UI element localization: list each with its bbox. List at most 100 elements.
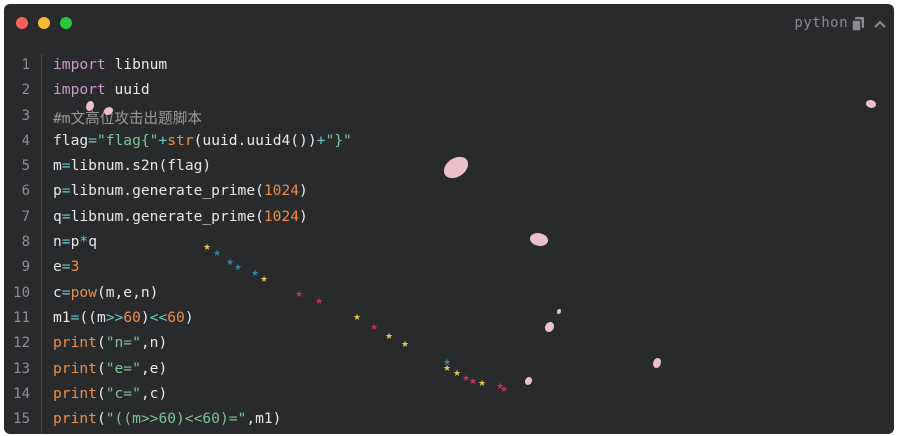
code-token: = (61, 207, 71, 225)
star-decoration: ★ (462, 374, 471, 384)
close-dot-icon (16, 17, 28, 29)
language-label: python (794, 15, 848, 31)
star-decoration: ★ (443, 358, 452, 368)
code-line: 1 import libnum (4, 54, 894, 79)
petal-decoration (86, 101, 94, 111)
code-token: e (53, 258, 62, 276)
code-line: 7 q=libnum.generate_prime(1024) (4, 206, 894, 231)
code-token: ) (299, 207, 308, 225)
code-token: ( (96, 334, 106, 352)
code-token: q (53, 207, 62, 225)
line-number: 15 (13, 411, 30, 428)
code-token: print (53, 384, 97, 402)
star-decoration: ★ (443, 364, 452, 374)
star-decoration: ★ (401, 340, 410, 350)
code-token: ( (96, 410, 106, 428)
code-text: #m文高位攻击出题脚本 (53, 107, 202, 128)
code-line: 6 p=libnum.generate_prime(1024) (4, 180, 894, 205)
code-token: = (61, 157, 71, 175)
code-line: 15 print("((m>>60)<<60)=",m1) (4, 408, 894, 433)
line-number: 7 (21, 208, 30, 225)
petal-decoration (104, 107, 113, 115)
code-line: 4 flag="flag{"+str(uuid.uuid4())+"}" (4, 130, 894, 155)
code-token: import (53, 81, 106, 99)
code-token: 3 (70, 258, 80, 276)
code-token: ,n) (140, 334, 168, 352)
code-token: m1 (53, 308, 71, 326)
code-token: m (53, 157, 62, 175)
code-text: e=3 (53, 258, 79, 275)
petal-decoration (545, 322, 554, 332)
code-token: = (61, 283, 71, 301)
line-number: 1 (21, 57, 30, 73)
code-token: = (70, 308, 80, 326)
code-token: print (53, 334, 97, 352)
code-area[interactable]: 1 import libnum 2 import uuid 3 #m文高位攻击出题脚本 4 f… (4, 54, 894, 434)
code-token: = (88, 131, 97, 149)
code-token: = (61, 182, 71, 200)
code-token: c (53, 283, 62, 301)
code-text: print("c=",c) (53, 385, 167, 402)
code-line: 11 m1=((m>>60)<<60) (4, 307, 894, 332)
code-token: libnum.generate_prime( (70, 182, 264, 200)
copy-icon[interactable] (850, 16, 866, 32)
star-decoration: ★ (469, 377, 478, 387)
code-token: ,m1) (246, 410, 282, 428)
star-decoration: ★ (234, 263, 243, 273)
star-decoration: ★ (213, 249, 222, 259)
line-number: 13 (13, 360, 30, 377)
chevron-up-icon[interactable] (872, 16, 888, 32)
code-line: 3 #m文高位攻击出题脚本 (4, 105, 894, 130)
code-token: + (158, 131, 168, 149)
code-token: uuid (105, 81, 150, 99)
code-token: = (61, 233, 71, 251)
petal-decoration (557, 309, 561, 314)
line-number: 8 (21, 234, 30, 251)
code-token: n (53, 233, 62, 251)
code-token: import (53, 56, 106, 73)
code-line: 5 m=libnum.s2n(flag) (4, 155, 894, 180)
code-token: << (149, 308, 168, 326)
code-token: print (53, 359, 97, 377)
code-token: ,c) (140, 384, 168, 402)
line-number: 2 (21, 82, 30, 99)
line-number: 4 (21, 132, 30, 149)
code-text: import libnum (53, 56, 167, 73)
star-decoration: ★ (315, 297, 324, 307)
code-text: print("n=",n) (53, 334, 167, 351)
line-number: 12 (13, 335, 30, 352)
code-token: p (70, 233, 80, 251)
code-token: ((m (79, 308, 106, 326)
code-token: libnum.s2n(flag) (70, 157, 212, 175)
star-decoration: ★ (453, 369, 462, 379)
code-block-header: python (4, 4, 894, 44)
code-token: ,e) (140, 359, 168, 377)
code-token: >> (105, 308, 124, 326)
code-text: print("e=",e) (53, 360, 167, 377)
code-token: "}" (325, 131, 352, 149)
line-number: 6 (21, 183, 30, 200)
code-token: ) (140, 308, 150, 326)
line-number: 11 (13, 309, 30, 326)
line-number: 3 (21, 107, 30, 124)
code-token: ) (184, 308, 194, 326)
code-token: "n=" (105, 334, 141, 352)
code-text: m1=((m>>60)<<60) (53, 309, 194, 326)
code-text: n=p*q (53, 233, 97, 250)
star-decoration: ★ (295, 290, 304, 300)
code-token: 60 (167, 308, 185, 326)
code-token: * (79, 233, 89, 251)
code-token: ) (299, 182, 308, 200)
code-token: flag (53, 131, 89, 149)
code-token: 60 (123, 308, 141, 326)
code-token: #m文高位攻击出题脚本 (53, 109, 202, 127)
line-number: 14 (13, 385, 30, 402)
star-decoration: ★ (353, 313, 362, 323)
code-token: ( (96, 384, 106, 402)
code-token: ( (96, 359, 106, 377)
star-decoration: ★ (251, 269, 260, 279)
petal-decoration (525, 377, 532, 385)
maximize-dot-icon (60, 17, 72, 29)
code-text: c=pow(m,e,n) (53, 284, 158, 301)
code-line: 14 print("c=",c) (4, 383, 894, 408)
